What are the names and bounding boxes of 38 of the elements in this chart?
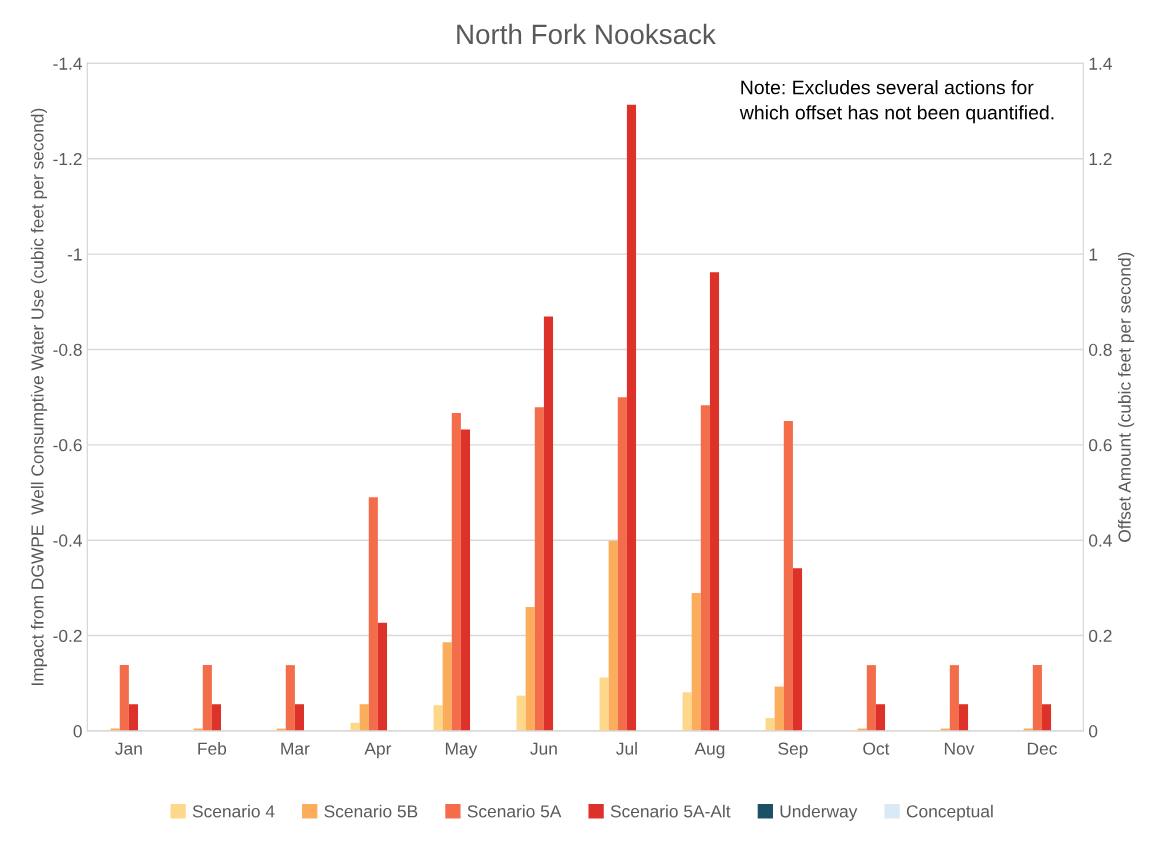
y2-tick-label: 0.2 xyxy=(1088,629,1112,643)
y2-tick-label: 0.6 xyxy=(1088,439,1112,452)
legend-label: Underway xyxy=(780,804,858,821)
x-tick-label: Mar xyxy=(281,742,310,755)
x-tick-label: Feb xyxy=(198,742,227,755)
y2-tick-label: 1 xyxy=(1089,248,1098,261)
y-tick-label: -0.6 xyxy=(53,439,82,452)
y-tick-label: -1.2 xyxy=(53,152,82,166)
x-tick-label: Sep xyxy=(778,742,808,759)
y-tick-label: -1 xyxy=(67,248,82,261)
x-tick-label: Dec xyxy=(1027,742,1057,755)
x-tick-label: Oct xyxy=(863,742,890,755)
y-tick-label: 0 xyxy=(73,725,82,738)
y2-tick-label: 0 xyxy=(1088,725,1098,738)
y2-tick-label: 1.2 xyxy=(1089,152,1112,166)
x-tick-label: Aug xyxy=(694,742,725,759)
legend-label: Scenario 5A xyxy=(467,804,562,818)
y-tick-label: -0.8 xyxy=(53,343,82,356)
x-tick-label: May xyxy=(445,742,478,759)
y-axis-title: Impact from DGWPE Well Consumptive Water Use (cubic feet per second) xyxy=(30,108,48,685)
y-tick-label: -0.2 xyxy=(53,629,82,643)
legend-label: Scenario 4 xyxy=(192,804,275,818)
x-tick-label: Jul xyxy=(616,742,637,755)
x-tick-label: Jun xyxy=(530,742,557,755)
y2-tick-label: 1.4 xyxy=(1089,57,1112,70)
x-tick-label: Apr xyxy=(364,742,392,759)
x-tick-label: Nov xyxy=(944,742,975,755)
legend-label: Conceptual xyxy=(906,804,993,821)
chart-title: North Fork Nooksack xyxy=(457,23,716,45)
y2-tick-label: 0.8 xyxy=(1088,343,1112,356)
x-tick-label: Jan xyxy=(115,742,142,755)
annotation: Note: Excludes several actions for which offset has not been quantified. xyxy=(739,80,1054,124)
legend-label: Scenario 5B xyxy=(324,804,418,818)
y2-tick-label: 0.4 xyxy=(1088,534,1112,547)
y2-axis-title: Offset Amount (cubic feet per second) xyxy=(1118,252,1135,542)
y-tick-label: -1.4 xyxy=(53,57,83,70)
legend-label: Scenario 5A-Alt xyxy=(610,804,731,818)
y-tick-label: -0.4 xyxy=(53,534,83,547)
